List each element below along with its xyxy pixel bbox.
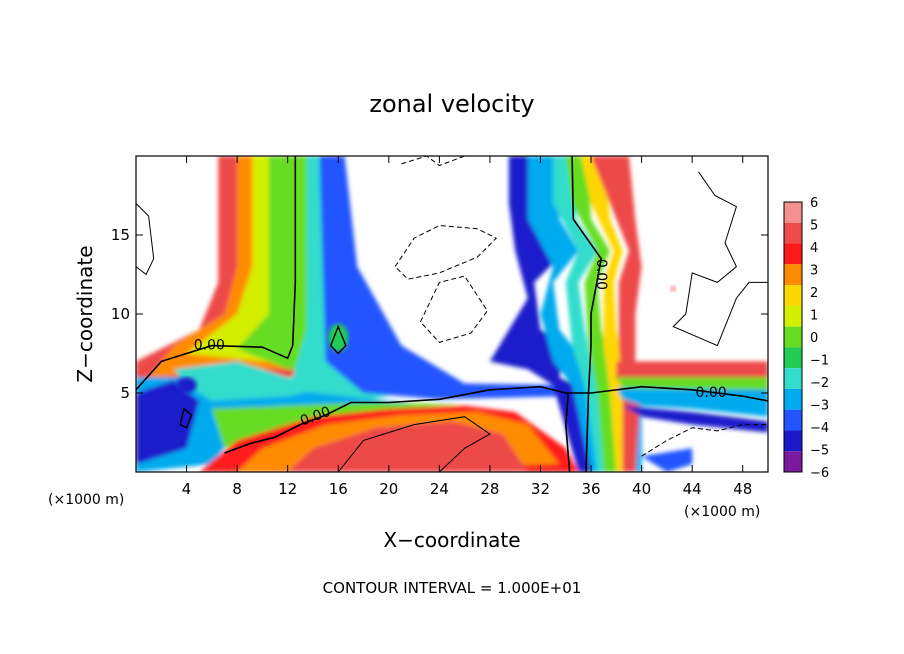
chart-title: zonal velocity [369,90,534,118]
colorbar-swatch [784,409,802,431]
right-low-blue [641,448,693,472]
contour-zero-mid-column [571,156,603,472]
right-small-patch [670,285,677,292]
colorbar-swatch [784,305,802,327]
contour-zero-low [224,385,768,454]
contour-thin-left [136,203,155,276]
mid-band-yellow [580,156,629,472]
contour-dashed-lower [419,275,489,343]
x-axis-ticks: 4 8 12 16 20 24 28 32 36 40 44 48 [182,156,752,498]
contour-lines [136,156,768,472]
contour-label: 0.00 [696,385,727,401]
x-tick-label: 36 [581,480,600,498]
colorbar-label: −4 [810,421,829,436]
x-tick-label: 32 [531,480,550,498]
colorbar-swatch [784,388,802,410]
colorbar-swatch [784,451,802,472]
mid-band-green [565,156,623,472]
y-tick-label: 10 [111,305,130,323]
colorbar: 6 5 4 3 2 1 0 −1 −2 −3 −4 −5 −6 [783,196,829,481]
colorbar-label: 3 [810,264,818,279]
left-band-blue [319,156,566,400]
x-tick-label: 12 [278,480,297,498]
contour-thin-bottom [337,416,491,472]
x-unit-right: (×1000 m) [684,504,760,520]
lower-green [211,402,465,449]
contour-zero-left-column [136,156,297,391]
contour-dashed-upper [401,156,465,167]
colorbar-label: 2 [810,286,818,301]
colorbar-swatch [784,326,802,348]
contour-thin-right [672,171,768,347]
x-tick-label: 20 [379,480,398,498]
colorbar-label: −2 [810,376,829,391]
colorbar-label: 6 [810,196,818,211]
x-tick-label: 16 [329,480,348,498]
x-unit-left: (×1000 m) [48,492,124,508]
contour-zero-lower [564,392,571,472]
x-tick-label: 40 [632,480,651,498]
lower-left-cyan [173,361,339,401]
colorbar-swatch [784,222,802,244]
colorbar-frame [783,201,803,473]
x-tick-label: 8 [232,480,242,498]
small-eddy [328,323,349,352]
x-tick-label: 48 [733,480,752,498]
x-axis-label: X−coordinate [383,528,520,552]
colorbar-swatch [784,368,802,389]
contour-label: 0.00 [593,259,609,290]
contour-dashed-right [641,424,768,457]
contour-interval-note: CONTOUR INTERVAL = 1.000E+01 [323,579,582,597]
lower-left-darkblue [136,380,200,465]
right-band-darkblue [622,405,768,433]
x-tick-label: 24 [430,480,449,498]
contour-label: 0.00 [194,338,225,354]
x-tick-label: 44 [683,480,702,498]
y-tick-label: 5 [120,384,130,402]
colorbar-label: 0 [810,331,818,346]
colorbar-swatch [784,243,802,265]
contour-dashed-mid [394,224,498,280]
field-layers [136,156,768,472]
colorbar-label: 4 [810,241,818,256]
contour-left-eddy [179,407,193,429]
colorbar-swatch [784,264,802,286]
plot-area: 0.000.000.000.00 4 8 12 16 20 24 28 32 36 40 44 48 … [111,155,769,498]
colorbar-label: −6 [810,466,829,481]
lower-left-blue [136,377,440,472]
colorbar-swatch [784,347,802,369]
x-tick-label: 4 [182,480,192,498]
y-axis-ticks: 5 10 15 [111,226,768,402]
colorbar-swatch [784,430,802,452]
x-tick-label: 28 [480,480,499,498]
colorbar-label: −5 [810,444,829,459]
velocity-field [136,156,768,472]
y-tick-label: 15 [111,226,130,244]
colorbar-swatch [784,285,802,306]
left-eddy [176,377,197,394]
colorbar-label: −3 [810,399,829,414]
y-axis-label: Z−coordinate [73,245,97,382]
colorbar-swatch [784,202,802,223]
colorbar-label: 5 [810,219,818,234]
contour-eddy [330,324,347,355]
colorbar-label: 1 [810,309,818,324]
colorbar-label: −1 [810,354,829,369]
